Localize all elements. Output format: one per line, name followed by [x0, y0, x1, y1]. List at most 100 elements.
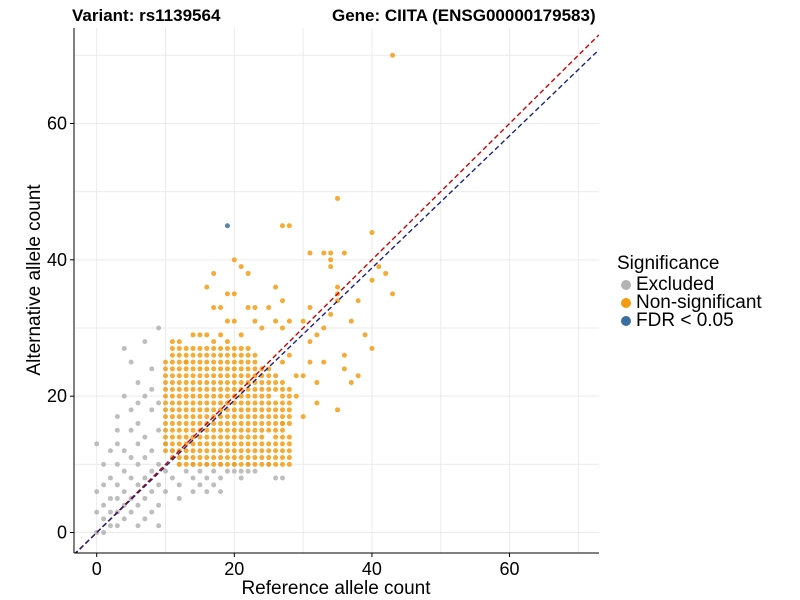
point-nonsig [224, 420, 230, 426]
point-nonsig [190, 352, 196, 358]
point-excluded [121, 393, 127, 399]
point-nonsig [238, 414, 244, 420]
point-nonsig [369, 230, 375, 236]
point-nonsig [218, 427, 224, 433]
point-nonsig [238, 332, 244, 338]
point-nonsig [252, 434, 258, 440]
point-nonsig [197, 407, 203, 413]
point-excluded [197, 468, 203, 474]
point-nonsig [183, 359, 189, 365]
point-nonsig [231, 345, 237, 351]
gene-title: Gene: CIITA (ENSG00000179583) [332, 6, 596, 25]
point-fdr [224, 223, 230, 229]
point-nonsig [328, 311, 334, 317]
point-nonsig [197, 359, 203, 365]
point-excluded [156, 461, 162, 467]
point-nonsig [176, 393, 182, 399]
point-excluded [135, 420, 141, 426]
legend-label-excluded: Excluded [636, 274, 715, 295]
point-nonsig [211, 380, 217, 386]
point-nonsig [224, 427, 230, 433]
point-nonsig [176, 461, 182, 467]
point-nonsig [218, 455, 224, 461]
point-nonsig [190, 345, 196, 351]
point-nonsig [163, 373, 169, 379]
point-nonsig [266, 400, 272, 406]
point-excluded [128, 427, 134, 433]
point-excluded [197, 482, 203, 488]
point-excluded [107, 509, 113, 515]
point-nonsig [176, 366, 182, 372]
point-nonsig [245, 448, 251, 454]
point-nonsig [190, 393, 196, 399]
point-excluded [183, 468, 189, 474]
point-nonsig [286, 407, 292, 413]
point-nonsig [224, 339, 230, 345]
point-nonsig [279, 386, 285, 392]
point-nonsig [376, 264, 382, 270]
point-excluded [169, 475, 175, 481]
point-nonsig [238, 420, 244, 426]
point-nonsig [279, 448, 285, 454]
point-nonsig [279, 400, 285, 406]
point-nonsig [259, 393, 265, 399]
point-nonsig [273, 448, 279, 454]
point-nonsig [362, 332, 368, 338]
point-excluded [279, 475, 285, 481]
point-nonsig [231, 257, 237, 263]
point-excluded [238, 468, 244, 474]
point-nonsig [218, 345, 224, 351]
point-excluded [128, 475, 134, 481]
point-excluded [101, 482, 107, 488]
point-excluded [142, 455, 148, 461]
point-nonsig [238, 359, 244, 365]
y-tick-label: 40 [47, 250, 67, 270]
point-nonsig [197, 366, 203, 372]
point-nonsig [211, 420, 217, 426]
point-excluded [128, 509, 134, 515]
point-nonsig [224, 461, 230, 467]
point-nonsig [224, 455, 230, 461]
point-excluded [107, 448, 113, 454]
point-nonsig [279, 420, 285, 426]
point-nonsig [224, 434, 230, 440]
point-nonsig [163, 386, 169, 392]
point-nonsig [279, 455, 285, 461]
point-nonsig [183, 461, 189, 467]
point-excluded [149, 509, 155, 515]
point-excluded [114, 482, 120, 488]
point-nonsig [204, 373, 210, 379]
point-nonsig [259, 325, 265, 331]
point-nonsig [176, 380, 182, 386]
y-tick-label: 20 [47, 386, 67, 406]
point-excluded [156, 325, 162, 331]
point-nonsig [190, 420, 196, 426]
point-nonsig [245, 414, 251, 420]
point-nonsig [273, 318, 279, 324]
point-nonsig [190, 461, 196, 467]
point-nonsig [266, 393, 272, 399]
point-nonsig [218, 434, 224, 440]
point-excluded [121, 489, 127, 495]
point-nonsig [231, 359, 237, 365]
point-nonsig [245, 455, 251, 461]
point-nonsig [369, 345, 375, 351]
point-nonsig [163, 420, 169, 426]
point-nonsig [224, 345, 230, 351]
point-nonsig [245, 270, 251, 276]
point-nonsig [169, 386, 175, 392]
point-nonsig [238, 366, 244, 372]
point-nonsig [211, 461, 217, 467]
point-excluded [135, 461, 141, 467]
point-nonsig [238, 373, 244, 379]
point-nonsig [252, 400, 258, 406]
point-nonsig [190, 441, 196, 447]
point-nonsig [224, 414, 230, 420]
point-nonsig [231, 434, 237, 440]
point-nonsig [286, 223, 292, 229]
point-nonsig [259, 380, 265, 386]
point-nonsig [211, 386, 217, 392]
point-nonsig [197, 345, 203, 351]
y-tick-label: 60 [47, 113, 67, 133]
point-excluded [149, 468, 155, 474]
